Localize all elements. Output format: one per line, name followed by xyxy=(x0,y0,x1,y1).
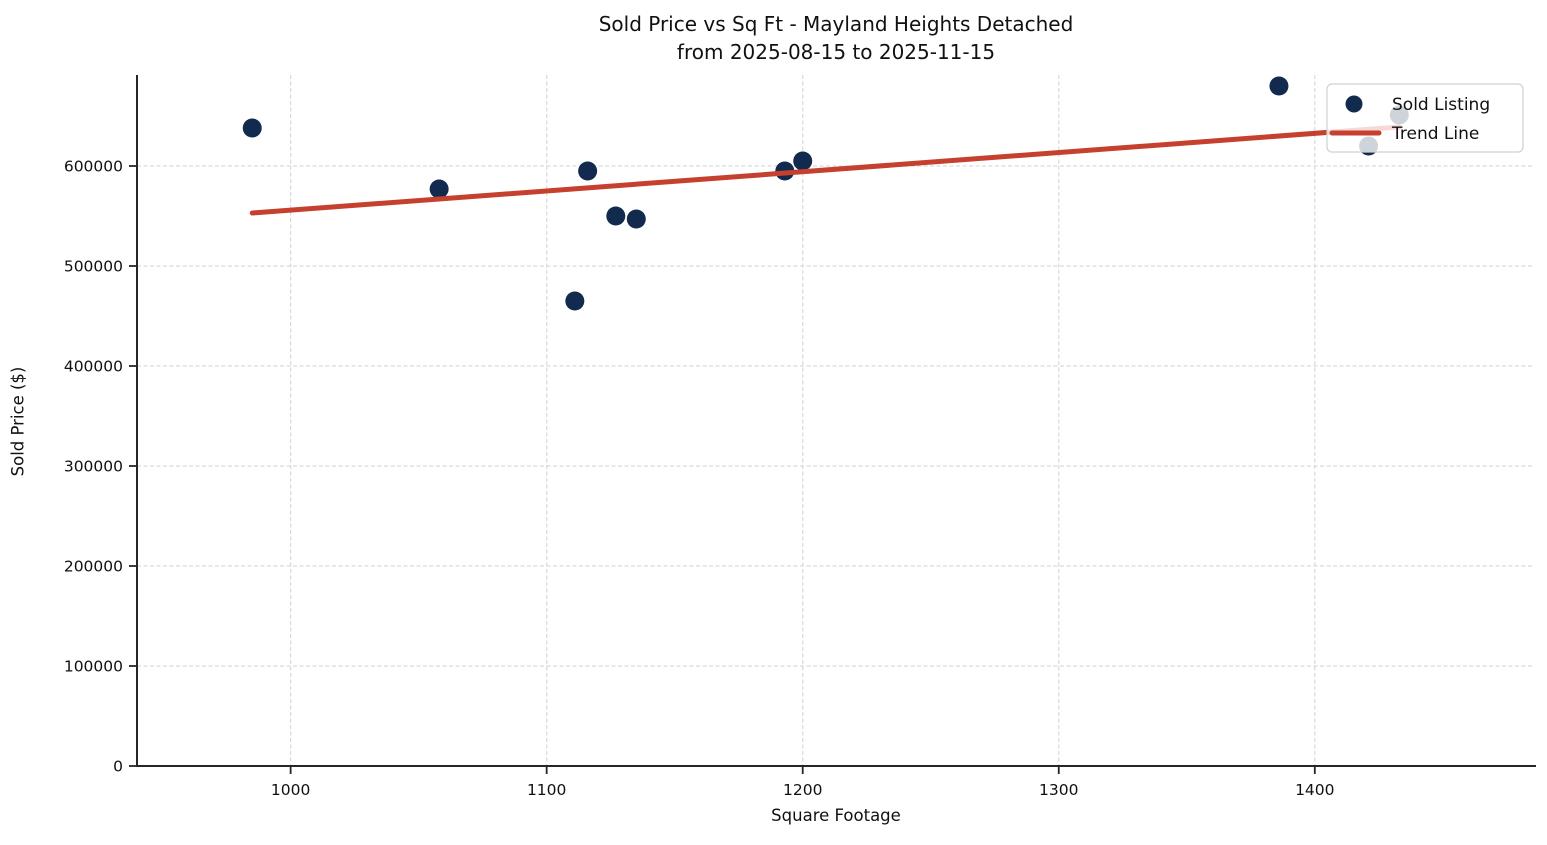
legend-marker-dot xyxy=(1345,95,1363,113)
axes-spines xyxy=(136,75,1536,767)
scatter-point xyxy=(429,179,449,199)
scatter-point xyxy=(565,291,585,311)
x-tick-label: 1100 xyxy=(527,781,566,799)
x-tick-label: 1400 xyxy=(1295,781,1334,799)
y-tick-label: 300000 xyxy=(64,458,123,476)
y-tick-label: 500000 xyxy=(64,258,123,276)
scatter-point xyxy=(1269,76,1289,96)
x-axis-label: Square Footage xyxy=(771,806,901,825)
axis-ticks: 1000 1100 1200 1300 1400 0 100000 200000 300000 4… xyxy=(64,158,1335,800)
scatter-point xyxy=(242,118,262,138)
y-tick-label: 200000 xyxy=(64,558,123,576)
legend: Sold Listing Trend Line xyxy=(1326,83,1524,153)
trend-line xyxy=(249,124,1402,216)
scatter-series xyxy=(242,76,1409,311)
y-tick-label: 100000 xyxy=(64,658,123,676)
legend-label-sold-listing: Sold Listing xyxy=(1392,95,1490,115)
scatter-point xyxy=(626,209,646,229)
x-tick-label: 1300 xyxy=(1039,781,1078,799)
scatter-point xyxy=(793,151,813,171)
y-tick-label: 0 xyxy=(113,758,123,776)
y-axis-label: Sold Price ($) xyxy=(8,366,28,477)
x-tick-label: 1000 xyxy=(271,781,310,799)
x-tick-label: 1200 xyxy=(783,781,822,799)
scatter-point xyxy=(606,206,626,226)
y-tick-label: 400000 xyxy=(64,358,123,376)
y-tick-label: 600000 xyxy=(64,158,123,176)
gridlines xyxy=(137,75,1535,767)
legend-label-trend-line: Trend Line xyxy=(1391,124,1479,144)
scatter-point xyxy=(578,161,598,181)
